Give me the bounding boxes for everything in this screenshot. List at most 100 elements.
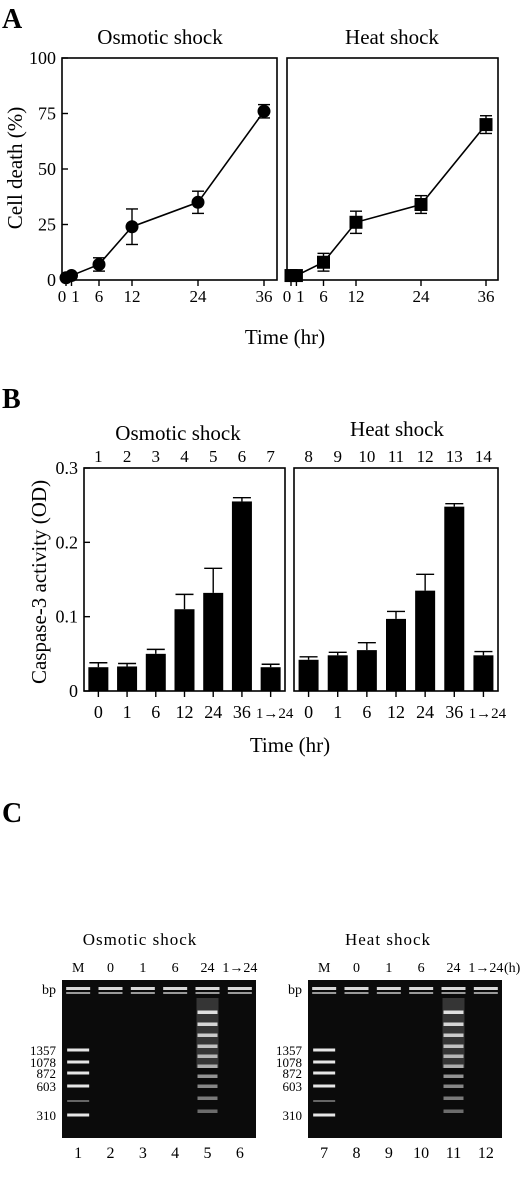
y-tick-label: 0.1 xyxy=(56,607,79,627)
y-tick-label: 75 xyxy=(38,104,56,124)
x-tick-label: 36 xyxy=(256,287,273,306)
bar xyxy=(415,590,436,691)
gel-lane-number: 11 xyxy=(446,1145,461,1162)
gel-lane-number: 10 xyxy=(413,1145,429,1162)
bar xyxy=(174,609,195,691)
lane-number: 1 xyxy=(94,447,103,466)
category-label: 1 xyxy=(123,702,132,722)
gel-well xyxy=(409,992,434,994)
lane-number: 4 xyxy=(180,447,189,466)
marker-band xyxy=(67,1100,90,1102)
category-label: 6 xyxy=(151,702,160,722)
x-tick-label: 24 xyxy=(413,287,431,306)
gel-well xyxy=(376,987,401,990)
gel-lane-number: 7 xyxy=(320,1145,328,1162)
gel-well xyxy=(227,987,252,990)
bar xyxy=(231,501,252,691)
gel-header-suffix: (h) xyxy=(504,961,520,976)
dna-smear xyxy=(196,998,219,1068)
marker-band xyxy=(313,1113,336,1117)
gel-marker-label: 1357 xyxy=(30,1043,57,1058)
dna-ladder-band xyxy=(443,1033,464,1037)
gel-lane-header: 1 xyxy=(385,961,392,976)
chart-b-heat-title: Heat shock xyxy=(350,417,444,441)
x-tick-label: 12 xyxy=(124,287,141,306)
chart-b-heat: Heat shock 8 9 10 11 12 13 14 0 1 6 12 24 36 1→24 xyxy=(293,417,507,722)
panel-letter-a: A xyxy=(2,4,23,35)
marker-band xyxy=(67,1071,90,1075)
dna-ladder-band xyxy=(443,1074,464,1078)
gel-osmotic-title: Osmotic shock xyxy=(83,930,198,949)
gel-osmotic: Osmotic shock M 0 1 6 24 1→24bp13571078872603… xyxy=(30,930,257,1162)
gel-marker-label: 1078 xyxy=(276,1055,302,1070)
dna-ladder-band xyxy=(443,1109,464,1113)
series-line xyxy=(65,110,265,279)
gel-lane-header: 1 xyxy=(139,961,146,976)
gel-lane-number: 12 xyxy=(478,1145,494,1162)
x-tick-label: 1 xyxy=(296,287,305,306)
gel-well xyxy=(227,992,252,994)
data-point xyxy=(257,104,271,118)
dna-smear xyxy=(442,998,465,1068)
dna-ladder-band xyxy=(443,1054,464,1058)
chart-a-heat-title: Heat shock xyxy=(345,25,439,49)
gel-well xyxy=(473,987,498,990)
dna-ladder-band xyxy=(443,1044,464,1048)
gel-lane-header: 6 xyxy=(172,961,179,976)
gel-lane-header: 1→24 xyxy=(222,961,257,976)
gel-well xyxy=(473,992,498,994)
chart-a-ylabel: Cell death (%) xyxy=(3,107,27,229)
gel-lane-header: M xyxy=(72,961,85,976)
panel-letter-b: B xyxy=(2,384,21,415)
x-tick-label: 12 xyxy=(348,287,365,306)
bar xyxy=(473,655,494,691)
gel-well xyxy=(344,992,369,994)
chart-a-xlabel: Time (hr) xyxy=(245,325,325,349)
chart-a-heat: Heat shock 0 1 6 12 24 36 xyxy=(283,25,499,306)
y-tick-label: 0.3 xyxy=(56,458,79,478)
marker-band xyxy=(313,1084,336,1088)
gel-marker-label: 872 xyxy=(283,1066,303,1081)
bar xyxy=(203,592,224,691)
dna-ladder-band xyxy=(443,1022,464,1026)
dna-ladder-band xyxy=(197,1084,218,1088)
lane-number: 7 xyxy=(266,447,275,466)
bar xyxy=(444,506,465,691)
data-point xyxy=(65,269,78,283)
gel-lane-number: 9 xyxy=(385,1145,393,1162)
category-label: 12 xyxy=(387,702,405,722)
lane-number: 13 xyxy=(446,447,463,466)
marker-band xyxy=(313,1071,336,1075)
y-tick-label: 0 xyxy=(69,681,78,701)
y-tick-label: 50 xyxy=(38,159,56,179)
gel-marker-label: 603 xyxy=(37,1079,57,1094)
chart-a-osmotic-title: Osmotic shock xyxy=(97,25,223,49)
gel-lane-number: 2 xyxy=(107,1145,115,1162)
gel-image xyxy=(62,980,256,1138)
data-point xyxy=(479,118,493,132)
category-label: 36 xyxy=(445,702,463,722)
x-tick-label: 24 xyxy=(190,287,208,306)
gel-marker-label: 310 xyxy=(37,1108,57,1123)
category-label: 24 xyxy=(416,702,434,722)
category-label: 24 xyxy=(204,702,222,722)
dna-ladder-band xyxy=(197,1109,218,1113)
gel-well xyxy=(376,992,401,994)
category-label: 0 xyxy=(304,702,313,722)
dna-ladder-band xyxy=(197,1064,218,1068)
gel-marker-label: 1357 xyxy=(276,1043,303,1058)
gel-marker-label: 310 xyxy=(283,1108,303,1123)
bar xyxy=(356,650,377,691)
lane-number: 5 xyxy=(209,447,218,466)
bar xyxy=(260,667,281,691)
gel-lane-number: 3 xyxy=(139,1145,147,1162)
gel-lane-header: 6 xyxy=(418,961,425,976)
gel-lane-header: 24 xyxy=(447,961,461,976)
panel-letter-c: C xyxy=(2,798,22,829)
gel-lane-header: 0 xyxy=(107,961,114,976)
gel-image xyxy=(308,980,502,1138)
gel-marker-label: 1078 xyxy=(30,1055,56,1070)
category-label: 12 xyxy=(176,702,194,722)
category-label: 1→24 xyxy=(256,706,294,722)
